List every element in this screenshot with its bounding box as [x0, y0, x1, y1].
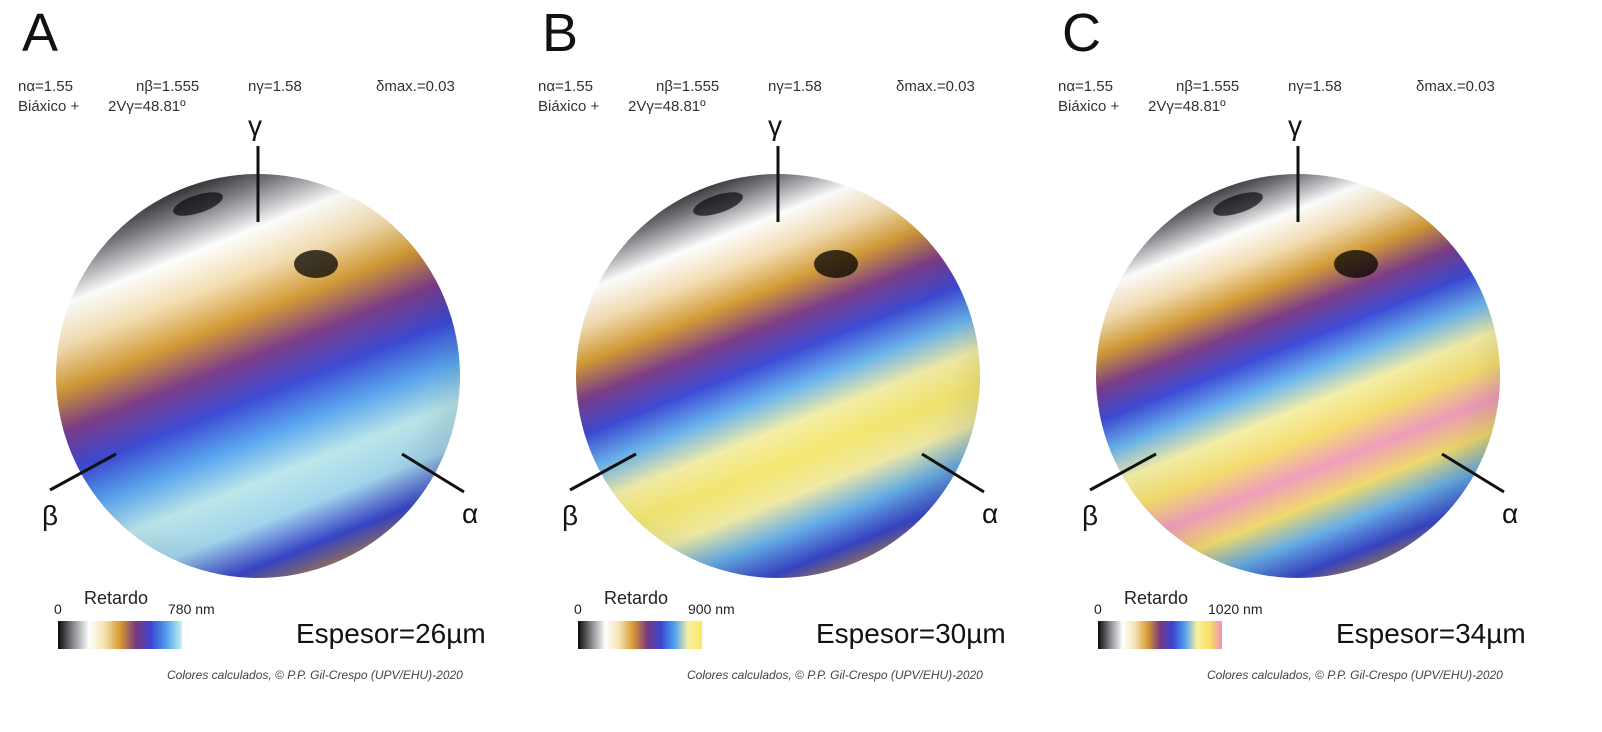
retardo-title: Retardo: [604, 588, 669, 608]
n-gamma: nγ=1.58: [1288, 78, 1342, 95]
retardation-bands: [1096, 174, 1500, 578]
delta-max: δmax.=0.03: [376, 78, 455, 95]
optic-angle: 2Vγ=48.81º: [108, 98, 186, 115]
panel-label: B: [542, 3, 579, 63]
interference-sphere: [49, 146, 465, 578]
gamma-axis-label: γ: [248, 110, 262, 141]
beta-axis-line: [49, 452, 117, 492]
beta-axis-line: [1089, 452, 1157, 492]
credit-line: Colores calculados, © P.P. Gil-Crespo (U…: [1207, 668, 1503, 682]
beta-axis-label: β: [1082, 500, 1099, 531]
biaxial-sign: Biáxico +: [18, 98, 80, 115]
alpha-axis-line: [921, 452, 985, 494]
alpha-axis-line: [1441, 452, 1505, 494]
retardation-color-bar: [58, 621, 182, 649]
retardo-title: Retardo: [84, 588, 149, 608]
gamma-axis-label: γ: [768, 110, 782, 141]
retardation-bands: [56, 174, 460, 578]
scale-max: 900 nm: [688, 601, 735, 617]
n-alpha: nα=1.55: [18, 78, 73, 95]
scale-max: 1020 nm: [1208, 601, 1263, 617]
n-gamma: nγ=1.58: [248, 78, 302, 95]
scale-min: 0: [54, 601, 62, 617]
retardation-color-bar: [578, 621, 702, 649]
retardation-bands: [576, 174, 980, 578]
n-beta: nβ=1.555: [1176, 78, 1240, 95]
alpha-axis-label: α: [982, 498, 999, 529]
thickness-label: Espesor=34µm: [1336, 618, 1526, 649]
beta-axis-line: [569, 452, 637, 492]
n-beta: nβ=1.555: [656, 78, 720, 95]
panel-label: C: [1062, 3, 1101, 63]
interference-sphere: [1089, 146, 1505, 578]
n-alpha: nα=1.55: [538, 78, 593, 95]
thickness-label: Espesor=26µm: [296, 618, 486, 649]
alpha-axis-label: α: [1502, 498, 1519, 529]
n-alpha: nα=1.55: [1058, 78, 1113, 95]
retardation-color-bar: [1098, 621, 1222, 649]
n-gamma: nγ=1.58: [768, 78, 822, 95]
credit-line: Colores calculados, © P.P. Gil-Crespo (U…: [167, 668, 463, 682]
scale-min: 0: [1094, 601, 1102, 617]
optic-angle: 2Vγ=48.81º: [628, 98, 706, 115]
delta-max: δmax.=0.03: [1416, 78, 1495, 95]
alpha-axis-line: [401, 452, 465, 494]
gamma-axis-label: γ: [1288, 110, 1302, 141]
biaxial-sign: Biáxico +: [538, 98, 600, 115]
beta-axis-label: β: [562, 500, 579, 531]
scale-min: 0: [574, 601, 582, 617]
scale-max: 780 nm: [168, 601, 215, 617]
retardo-title: Retardo: [1124, 588, 1189, 608]
n-beta: nβ=1.555: [136, 78, 200, 95]
delta-max: δmax.=0.03: [896, 78, 975, 95]
thickness-label: Espesor=30µm: [816, 618, 1006, 649]
panel-label: A: [22, 3, 59, 63]
alpha-axis-label: α: [462, 498, 479, 529]
beta-axis-label: β: [42, 500, 59, 531]
optic-angle: 2Vγ=48.81º: [1148, 98, 1226, 115]
interference-sphere: [569, 146, 985, 578]
credit-line: Colores calculados, © P.P. Gil-Crespo (U…: [687, 668, 983, 682]
biaxial-sign: Biáxico +: [1058, 98, 1120, 115]
